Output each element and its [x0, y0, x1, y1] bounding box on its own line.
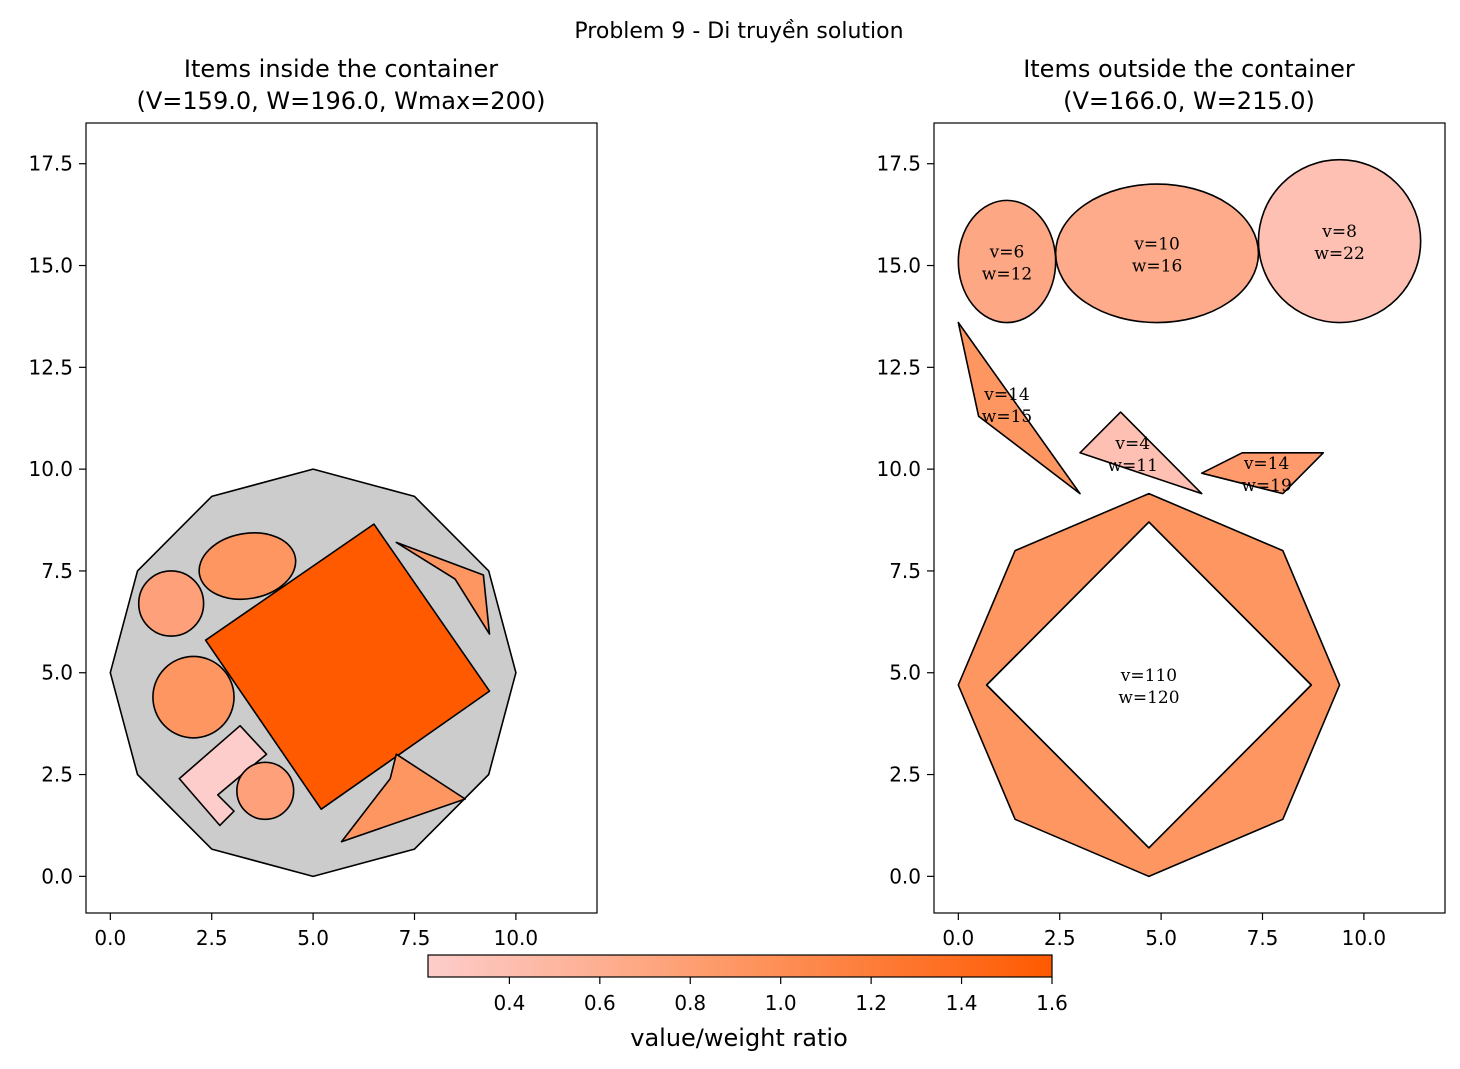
right-item-2-weight-label: w=16	[1132, 256, 1182, 276]
left-title-line1: Items inside the container	[184, 55, 498, 83]
left-ytick-label-1: 2.5	[41, 763, 73, 787]
colorbar-tick-label-0: 0.4	[493, 991, 525, 1015]
left-item-0-polygon	[204, 523, 491, 811]
left-xtick-label-3: 7.5	[399, 926, 431, 950]
colorbar: 0.4 0.6 0.8 1.0 1.2 1.4 1.6 value/weight ratio	[427, 954, 1068, 1052]
right-ytick-label-2: 5.0	[889, 661, 921, 685]
right-ytick-label-1: 2.5	[889, 763, 921, 787]
colorbar-tick-label-3: 1.0	[765, 991, 797, 1015]
right-xtick-label-0: 0.0	[942, 926, 974, 950]
left-title-line2: (V=159.0, W=196.0, Wmax=200)	[137, 87, 546, 115]
left-item-5-ellipse	[137, 570, 205, 637]
left-axes: Items inside the container (V=159.0, W=1…	[28, 55, 598, 950]
right-ytick-label-5: 12.5	[876, 355, 921, 379]
right-tick-labels: 0.0 2.5 5.0 7.5 10.0 0.0 2.5 5.0 7.5 10.0 12.5 15.0…	[876, 152, 1386, 950]
left-xtick-label-0: 0.0	[94, 926, 126, 950]
left-ytick-label-3: 7.5	[41, 559, 73, 583]
right-item-4-value-label: v=14	[983, 385, 1029, 405]
colorbar-ticks: 0.4 0.6 0.8 1.0 1.2 1.4 1.6	[493, 977, 1068, 1015]
left-item-7-ellipse	[236, 761, 295, 821]
right-xtick-label-1: 2.5	[1044, 926, 1076, 950]
left-xtick-label-4: 10.0	[494, 926, 539, 950]
left-ytick-label-7: 17.5	[28, 152, 73, 176]
colorbar-label: value/weight ratio	[630, 1024, 848, 1052]
right-item-3-weight-label: w=22	[1314, 244, 1364, 264]
left-ytick-label-6: 15.0	[28, 254, 73, 278]
right-item-6-polygon	[1200, 451, 1325, 495]
colorbar-tick-label-6: 1.6	[1036, 991, 1068, 1015]
right-ytick-label-7: 17.5	[876, 152, 921, 176]
figure-suptitle: Problem 9 - Di truyền solution	[574, 19, 903, 44]
right-title-line1: Items outside the container	[1023, 55, 1355, 83]
right-xtick-label-3: 7.5	[1247, 926, 1279, 950]
right-ytick-label-6: 15.0	[876, 254, 921, 278]
right-item-6-weight-label: w=19	[1241, 476, 1291, 496]
right-item-3-ellipse	[1257, 158, 1422, 324]
colorbar-tick-label-5: 1.4	[946, 991, 978, 1015]
right-xtick-label-4: 10.0	[1342, 926, 1387, 950]
colorbar-tick-label-4: 1.2	[855, 991, 887, 1015]
right-axes: Items outside the container (V=166.0, W=…	[876, 55, 1446, 950]
right-item-0-value-label: v=110	[1120, 666, 1177, 686]
left-ytick-label-4: 10.0	[28, 457, 73, 481]
colorbar-tick-label-2: 0.8	[674, 991, 706, 1015]
left-item-4-ellipse	[198, 532, 297, 601]
right-item-0-weight-label: w=120	[1118, 688, 1179, 708]
left-item-6-ellipse	[152, 655, 235, 739]
right-item-4-weight-label: w=15	[982, 407, 1032, 427]
left-item-3-polygon	[178, 724, 268, 827]
left-ytick-label-5: 12.5	[28, 355, 73, 379]
right-item-3-value-label: v=8	[1321, 222, 1357, 242]
right-item-5-value-label: v=4	[1114, 434, 1150, 454]
right-item-6-value-label: v=14	[1243, 454, 1289, 474]
right-item-4-polygon	[957, 321, 1081, 495]
left-item-1-polygon	[395, 541, 491, 635]
left-ytick-label-0: 0.0	[41, 864, 73, 888]
colorbar-gradient	[427, 954, 1053, 978]
right-title-line2: (V=166.0, W=215.0)	[1063, 87, 1315, 115]
right-item-2-ellipse	[1054, 183, 1260, 324]
right-axes-frame	[933, 122, 1446, 914]
left-tick-labels: 0.0 2.5 5.0 7.5 10.0 0.0 2.5 5.0 7.5 10.0 12.5 15.0…	[28, 152, 538, 950]
left-axes-frame	[85, 122, 598, 914]
right-ytick-label-4: 10.0	[876, 457, 921, 481]
right-item-0-ring-hole	[985, 521, 1312, 849]
left-item-2-polygon	[340, 753, 467, 843]
right-item-5-weight-label: w=11	[1108, 456, 1158, 476]
right-item-5-polygon	[1079, 411, 1203, 495]
left-plot-area	[109, 468, 517, 878]
right-plot-area: v=110w=120v=6w=12v=10w=16v=8w=22v=14w=15…	[957, 158, 1422, 878]
right-ytick-label-0: 0.0	[889, 864, 921, 888]
right-ytick-label-3: 7.5	[889, 559, 921, 583]
colorbar-tick-label-1: 0.6	[584, 991, 616, 1015]
left-xtick-label-1: 2.5	[196, 926, 228, 950]
right-xtick-label-2: 5.0	[1145, 926, 1177, 950]
right-item-1-weight-label: w=12	[982, 264, 1032, 284]
right-item-2-value-label: v=10	[1133, 234, 1179, 254]
left-ytick-label-2: 5.0	[41, 661, 73, 685]
right-item-1-value-label: v=6	[989, 242, 1025, 262]
left-xtick-label-2: 5.0	[297, 926, 329, 950]
